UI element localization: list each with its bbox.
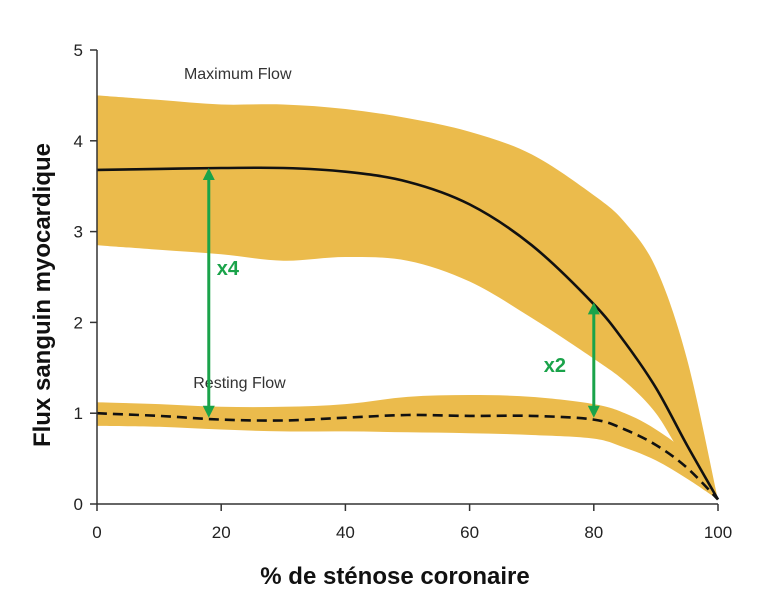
- axes: [90, 49, 719, 511]
- x-tick-label: 40: [336, 523, 355, 542]
- x-tick-label: 80: [584, 523, 603, 542]
- ratio-arrows: x4 x2: [202, 168, 600, 418]
- band-series-1: [97, 395, 718, 500]
- tick-labels: 0 20 40 60 80 100 0 1 2 3 4 5: [74, 41, 733, 542]
- line-series-1: [96, 411, 719, 501]
- x-tick-label: 100: [704, 523, 732, 542]
- confidence-bands: [97, 95, 718, 500]
- y-tick-label: 3: [74, 223, 83, 242]
- band-series-0: [97, 95, 718, 500]
- line-series-0: [96, 166, 720, 501]
- y-tick-label: 0: [74, 495, 83, 514]
- arrow-head-bottom-x4: [202, 405, 215, 418]
- arrow-head-bottom-x2: [587, 405, 600, 418]
- arrow-head-top-x2: [587, 302, 600, 315]
- x-tick-label: 60: [460, 523, 479, 542]
- y-tick-label: 2: [74, 313, 83, 332]
- label-resting-flow: Resting Flow: [193, 375, 286, 392]
- x-axis-title: % de sténose coronaire: [260, 563, 529, 590]
- curve-labels: Maximum Flow Resting Flow: [184, 66, 292, 392]
- y-tick-label: 5: [74, 41, 83, 60]
- x-tick-label: 20: [212, 523, 231, 542]
- y-axis-title: Flux sanguin myocardique: [29, 143, 56, 447]
- x-tick-label: 0: [92, 523, 101, 542]
- y-tick-label: 1: [74, 404, 83, 423]
- arrow-head-top-x4: [202, 168, 215, 181]
- ratio-label-x4: x4: [217, 258, 240, 280]
- label-maximum-flow: Maximum Flow: [184, 66, 292, 83]
- ratio-label-x2: x2: [544, 355, 566, 377]
- y-tick-label: 4: [74, 132, 83, 151]
- flow-curves: [96, 166, 720, 501]
